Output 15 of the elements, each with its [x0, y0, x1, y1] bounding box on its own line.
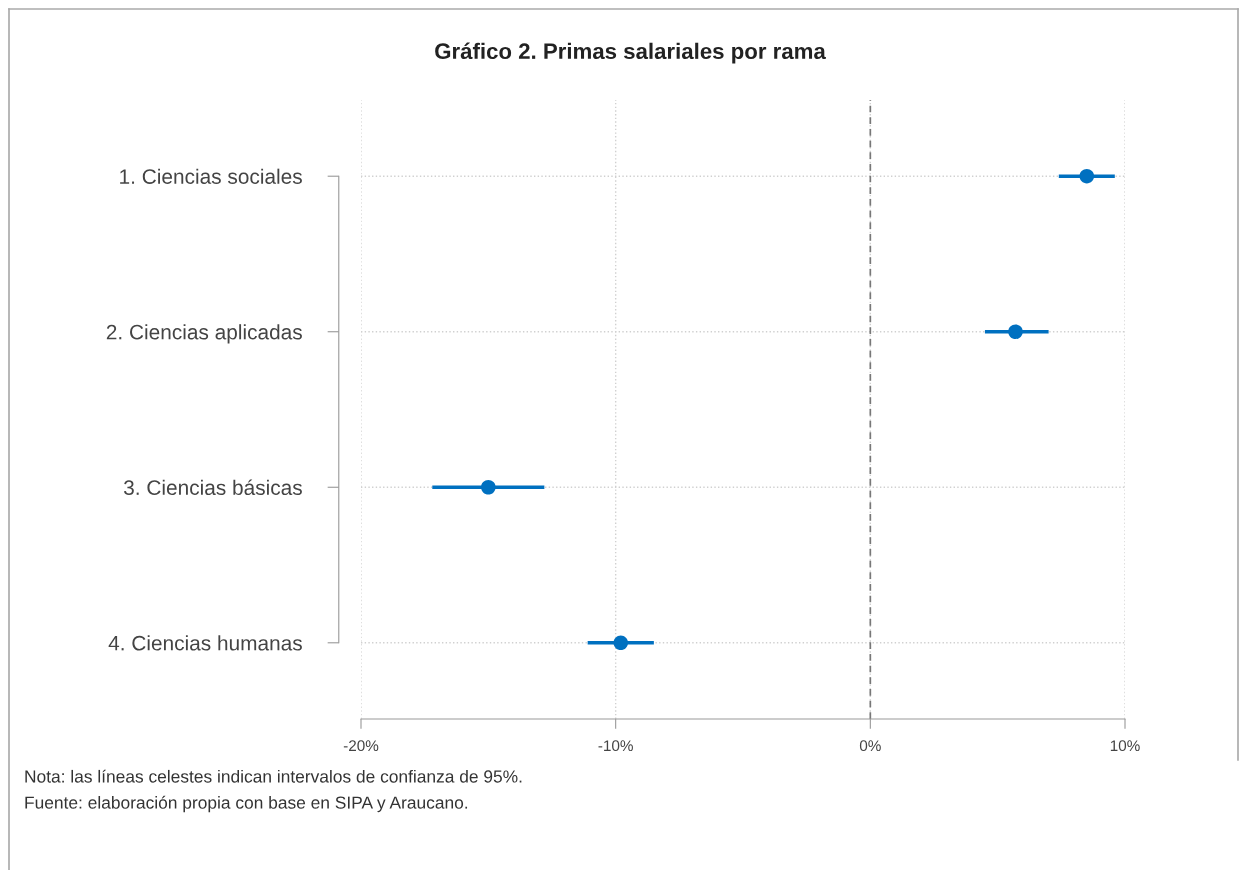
x-tick-label: -20% — [343, 740, 379, 752]
text: Nota: las líneas celestes indican intervalos de confianza de 95%. — [25, 769, 522, 783]
y-tick-label: 4. Ciencias humanas — [108, 635, 302, 651]
source-note: Fuente: elaboración propia con base en SIPA y Araucano. — [25, 795, 468, 813]
x-tick-label: 0% — [859, 740, 881, 752]
x-tick-label: -10% — [598, 740, 633, 752]
point — [1008, 324, 1023, 340]
y-tick-label: 1. Ciencias sociales — [120, 168, 302, 184]
chart-title: Gráfico 2. Primas salariales por rama — [435, 42, 826, 64]
point — [1079, 168, 1095, 184]
y-tick-label: 3. Ciencias básicas — [123, 479, 302, 496]
point — [481, 479, 496, 495]
x-tick-label: 10% — [1110, 740, 1140, 752]
y-tick-label: 2. Ciencias aplicadas — [106, 324, 302, 344]
point — [613, 635, 629, 651]
